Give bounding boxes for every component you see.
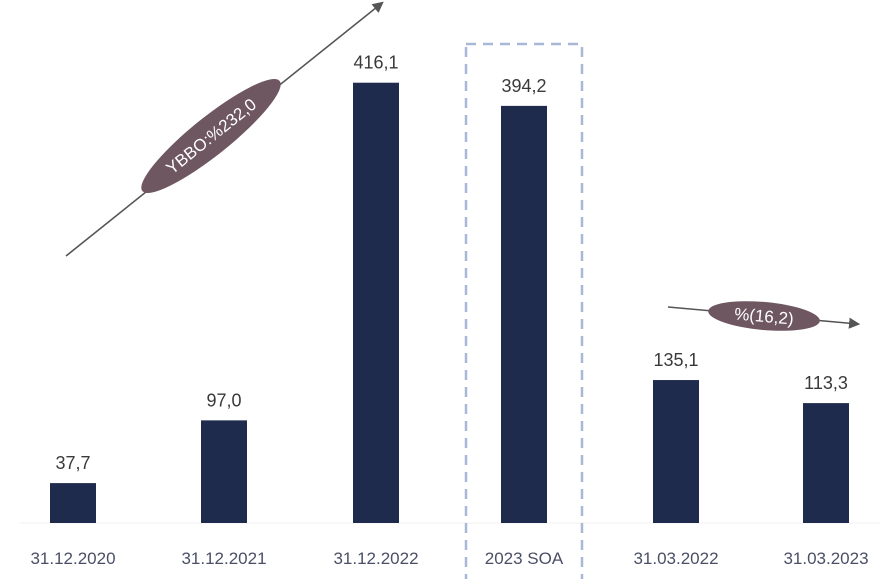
x-tick-label-0: 31.12.2020 [30, 549, 115, 568]
bar-2 [353, 82, 399, 524]
change-annotation: %(16,2) [667, 301, 861, 331]
bar-4 [653, 380, 699, 523]
bar-0 [50, 483, 96, 523]
growth-oval [141, 79, 281, 193]
x-tick-label-4: 31.03.2022 [633, 549, 718, 568]
growth-oval-group: YBBO:%232,0 [141, 79, 281, 193]
growth-label: YBBO:%232,0 [163, 95, 260, 178]
change-oval [708, 301, 820, 331]
growth-annotation: YBBO:%232,0 [65, 1, 384, 257]
highlight-box [464, 42, 584, 579]
change-oval-group: %(16,2) [708, 301, 820, 331]
x-tick-label-1: 31.12.2021 [181, 549, 266, 568]
value-label-0: 37,7 [55, 453, 90, 473]
bar-3 [501, 105, 547, 523]
bar-5 [803, 403, 849, 523]
value-label-4: 135,1 [653, 350, 698, 370]
value-label-3: 394,2 [501, 76, 546, 96]
value-label-2: 416,1 [353, 53, 398, 73]
value-label-5: 113,3 [804, 373, 848, 393]
x-tick-label-3: 2023 SOA [485, 549, 564, 568]
x-tick-label-2: 31.12.2022 [333, 549, 418, 568]
bar-1 [201, 420, 247, 523]
x-tick-label-5: 31.03.2023 [783, 549, 868, 568]
value-label-1: 97,0 [206, 390, 241, 410]
